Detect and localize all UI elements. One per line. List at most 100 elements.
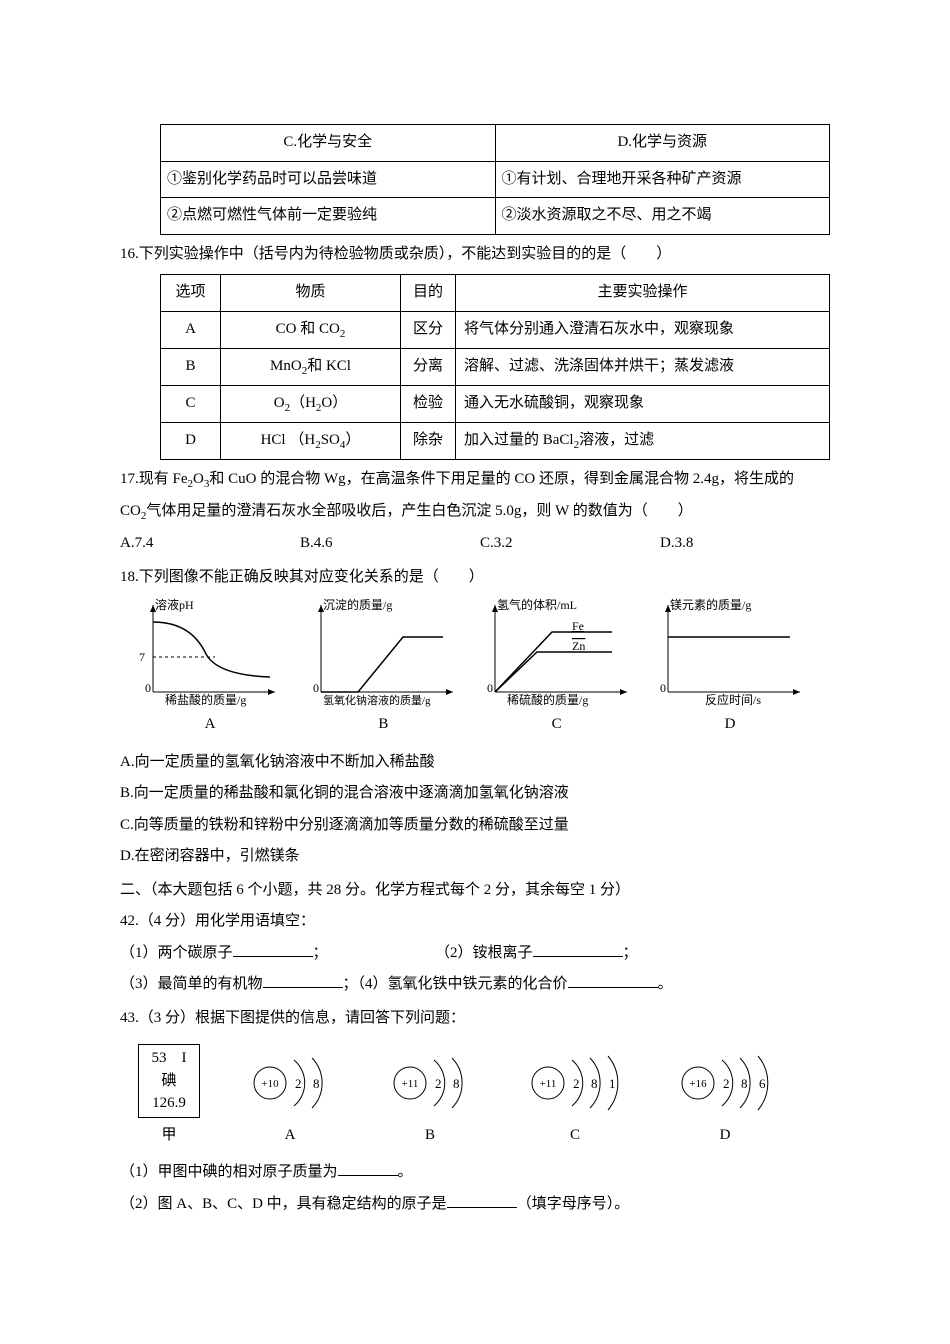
q17-opt-c: C.3.2 [480,528,660,560]
row-d-aim: 除杂 [401,422,456,459]
q18-opt-d: D.在密闭容器中，引燃镁条 [120,841,840,873]
question-17-line2: CO2气体用足量的澄清石灰水全部吸收后，产生白色沉淀 5.0g，则 W 的数值为… [120,496,840,528]
blank-42-2 [533,939,623,957]
q18-opt-a: A.向一定质量的氢氧化钠溶液中不断加入稀盐酸 [120,747,840,779]
svg-text:稀硫酸的质量/g: 稀硫酸的质量/g [507,692,588,707]
svg-text:沉淀的质量/g: 沉淀的质量/g [323,597,392,612]
svg-text:Fe: Fe [572,619,584,633]
row-b-op: 溶解、过滤、洗涤固体并烘干；蒸发滤液 [456,348,830,385]
svg-text:氢气的体积/mL: 氢气的体积/mL [497,597,577,612]
cell-c-2: ②点燃可燃性气体前一定要验纯 [161,198,496,235]
row-c-op: 通入无水硫酸铜，观察现象 [456,385,830,422]
svg-text:+16: +16 [689,1078,707,1090]
atom-box-letter: 甲 [161,1120,176,1152]
svg-text:0: 0 [145,681,151,695]
svg-text:0: 0 [313,681,319,695]
svg-text:氢氧化钠溶液的质量/g: 氢氧化钠溶液的质量/g [323,693,431,707]
row-b-aim: 分离 [401,348,456,385]
row-b-opt: B [161,348,221,385]
blank-42-3 [263,970,343,988]
svg-text:2: 2 [435,1076,442,1091]
chart-b: 沉淀的质量/g 0 氢氧化钠溶液的质量/g B [303,597,463,741]
svg-text:1: 1 [609,1076,616,1091]
atom-a: +10 2 8 A [240,1048,340,1152]
row-a-op: 将气体分别通入澄清石灰水中，观察现象 [456,311,830,348]
row-c-opt: C [161,385,221,422]
svg-text:稀盐酸的质量/g: 稀盐酸的质量/g [165,692,246,707]
svg-text:+10: +10 [261,1078,279,1090]
blank-42-1 [233,939,313,957]
atom-c: +11 2 8 1 C [520,1048,630,1152]
chart-d-letter: D [725,709,736,741]
svg-text:溶液pH: 溶液pH [155,597,194,612]
q17-opt-a: A.7.4 [120,528,300,560]
row-d-op: 加入过量的 BaCl2溶液，过滤 [456,422,830,459]
cell-d-title: D.化学与资源 [495,125,830,162]
svg-text:7: 7 [139,650,145,664]
chart-a-letter: A [205,709,216,741]
svg-text:8: 8 [591,1076,598,1091]
atom-b: +11 2 8 B [380,1048,480,1152]
svg-text:+11: +11 [540,1078,557,1090]
svg-text:+11: +11 [402,1078,419,1090]
svg-text:2: 2 [723,1076,730,1091]
table-chemistry-safety-resources: C.化学与安全 D.化学与资源 ①鉴别化学药品时可以品尝味道 ①有计划、合理地开… [160,124,830,235]
iodine-box: 53 I 碘 126.9 [138,1044,200,1118]
q17-opt-b: B.4.6 [300,528,480,560]
question-42: 42.（4 分）用化学用语填空： [120,906,840,938]
q42-line1: （1）两个碳原子； （2）铵根离子； [120,938,840,970]
th-aim: 目的 [401,275,456,312]
svg-text:0: 0 [660,681,666,695]
row-b-mat: MnO2和 KCl [221,348,401,385]
cell-c-title: C.化学与安全 [161,125,496,162]
th-option: 选项 [161,275,221,312]
q42-line2: （3）最简单的有机物；（4）氢氧化铁中铁元素的化合价。 [120,969,840,1001]
question-17-line1: 17.现有 Fe2O3和 CuO 的混合物 Wg，在高温条件下用足量的 CO 还… [120,464,840,496]
blank-42-4 [568,970,658,988]
row-c-aim: 检验 [401,385,456,422]
q43-2: （2）图 A、B、C、D 中，具有稳定结构的原子是（填字母序号）。 [120,1189,840,1221]
row-a-opt: A [161,311,221,348]
blank-43-1 [338,1158,398,1176]
cell-d-2: ②淡水资源取之不尽、用之不竭 [495,198,830,235]
question-16: 16.下列实验操作中（括号内为待检验物质或杂质），不能达到实验目的的是（ ） [120,239,840,271]
chart-c-letter: C [552,709,562,741]
th-operation: 主要实验操作 [456,275,830,312]
q18-opt-c: C.向等质量的铁粉和锌粉中分别逐滴滴加等质量分数的稀硫酸至过量 [120,810,840,842]
chart-d: 镁元素的质量/g 0 反应时间/s D [650,597,810,741]
atom-box-col: 53 I 碘 126.9 甲 [138,1044,200,1151]
svg-text:Zn: Zn [572,639,585,653]
atom-d: +16 2 8 6 D [670,1048,780,1152]
th-material: 物质 [221,275,401,312]
table-experiment-operations: 选项 物质 目的 主要实验操作 A CO 和 CO2 区分 将气体分别通入澄清石… [160,274,830,460]
row-c-mat: O2（H2O） [221,385,401,422]
row-d-mat: HCl （H2SO4） [221,422,401,459]
q17-opt-d: D.3.8 [660,528,840,560]
svg-text:2: 2 [573,1076,580,1091]
svg-text:反应时间/s: 反应时间/s [705,692,761,707]
row-d-opt: D [161,422,221,459]
row-a-aim: 区分 [401,311,456,348]
question-43: 43.（3 分）根据下图提供的信息，请回答下列问题： [120,1003,840,1035]
blank-43-2 [447,1190,517,1208]
q43-1: （1）甲图中碘的相对原子质量为。 [120,1157,840,1189]
svg-text:镁元素的质量/g: 镁元素的质量/g [670,597,751,612]
svg-text:0: 0 [487,681,493,695]
section-2-title: 二、（本大题包括 6 个小题，共 28 分。化学方程式每个 2 分，其余每空 1… [120,875,840,907]
chart-b-letter: B [378,709,388,741]
question-17-options: A.7.4 B.4.6 C.3.2 D.3.8 [120,528,840,560]
atoms-row: 53 I 碘 126.9 甲 +10 2 8 A +11 2 8 B +1 [138,1044,840,1151]
svg-text:6: 6 [759,1076,766,1091]
q18-opt-b: B.向一定质量的稀盐酸和氯化铜的混合溶液中逐滴滴加氢氧化钠溶液 [120,778,840,810]
cell-d-1: ①有计划、合理地开采各种矿产资源 [495,161,830,198]
svg-text:8: 8 [741,1076,748,1091]
svg-text:2: 2 [295,1076,302,1091]
charts-row: 溶液pH 7 0 稀盐酸的质量/g A 沉淀的质量/g 0 氢氧化钠溶液的质量/… [130,597,810,741]
svg-text:8: 8 [313,1076,320,1091]
chart-a: 溶液pH 7 0 稀盐酸的质量/g A [130,597,290,741]
question-18: 18.下列图像不能正确反映其对应变化关系的是（ ） [120,562,840,594]
svg-text:8: 8 [453,1076,460,1091]
chart-c: 氢气的体积/mL Fe Zn 0 稀硫酸的质量/g C [477,597,637,741]
row-a-mat: CO 和 CO2 [221,311,401,348]
cell-c-1: ①鉴别化学药品时可以品尝味道 [161,161,496,198]
